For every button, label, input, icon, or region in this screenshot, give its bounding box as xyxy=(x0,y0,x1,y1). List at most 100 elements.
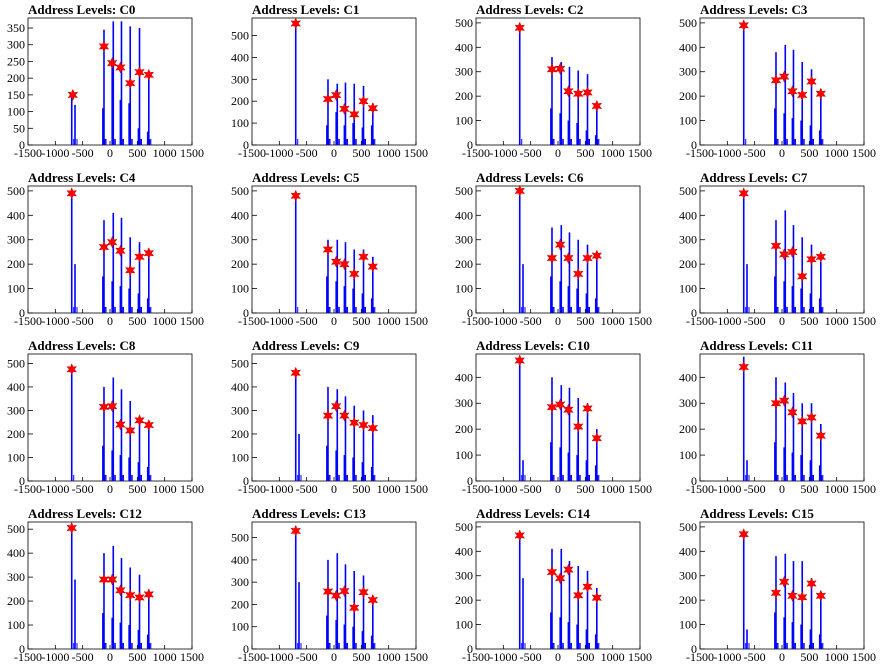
peak-marker xyxy=(778,248,790,261)
x-tick-label: -1000 xyxy=(713,650,741,664)
chart-title: Address Levels: C8 xyxy=(28,338,136,353)
y-tick-label: 250 xyxy=(7,54,25,68)
peak-marker xyxy=(134,591,145,604)
x-tick-label: 500 xyxy=(352,314,370,328)
chart-panel: Address Levels: C9 0 100 200 300 400 500 -1500-… xyxy=(224,336,448,504)
peak-marker xyxy=(348,108,360,121)
peak-marker xyxy=(563,403,574,416)
y-tick-label: 100 xyxy=(231,282,249,296)
peak-marker xyxy=(806,577,817,590)
y-tick-label: 300 xyxy=(7,38,25,52)
x-tick-label: -500 xyxy=(744,650,766,664)
peak-marker xyxy=(738,19,750,32)
plot-frame xyxy=(475,185,641,314)
chart-svg: Address Levels: C14 0 100 200 300 400 500 -1500… xyxy=(455,506,652,664)
x-tick-label: 1500 xyxy=(628,314,652,328)
peak-marker xyxy=(66,187,78,200)
x-tick-label: 1500 xyxy=(180,650,204,664)
peak-marker xyxy=(358,250,369,264)
y-tick-label: 300 xyxy=(231,575,249,589)
y-tick-label: 0 xyxy=(19,642,25,656)
peak-marker xyxy=(290,524,302,538)
peak-marker xyxy=(738,528,750,541)
x-tick-label: -1000 xyxy=(41,314,69,328)
y-tick-label: 200 xyxy=(231,257,249,271)
x-tick-label: 1000 xyxy=(825,650,849,664)
chart-panel: Address Levels: C13 0 100 200 300 400 500 -1500… xyxy=(224,504,448,672)
x-tick-label: -1500 xyxy=(686,146,714,160)
chart-svg: Address Levels: C40100200300400500-1500-… xyxy=(7,170,204,328)
x-tick-label: -1500 xyxy=(14,146,42,160)
y-tick-label: 500 xyxy=(455,520,473,534)
peak-marker xyxy=(591,591,603,604)
peak-marker xyxy=(115,418,126,431)
peak-marker xyxy=(591,99,603,113)
y-tick-label: 500 xyxy=(231,184,249,198)
peak-marker xyxy=(143,68,155,81)
y-tick-label: 0 xyxy=(691,474,697,488)
y-tick-label: 400 xyxy=(679,40,697,54)
y-tick-label: 100 xyxy=(679,448,697,462)
x-tick-label: 1500 xyxy=(852,482,876,496)
y-tick-label: 200 xyxy=(679,257,697,271)
peak-marker xyxy=(815,87,827,100)
x-tick-label: 1000 xyxy=(153,482,177,496)
x-tick-label: 1000 xyxy=(377,482,401,496)
y-tick-label: 400 xyxy=(7,546,25,560)
chart-svg: Address Levels: C12 0 100 200 300 400 500 -1500… xyxy=(7,506,204,664)
y-tick-label: 500 xyxy=(7,522,25,536)
peak-marker xyxy=(115,584,126,597)
peak-marker xyxy=(66,521,78,535)
peak-marker xyxy=(358,418,369,432)
chart-svg: Address Levels: C10100200300400500-1500-… xyxy=(231,2,428,160)
x-tick-label: -1500 xyxy=(686,650,714,664)
chart-panel: Address Levels: C12 0 100 200 300 400 500 -1500… xyxy=(0,504,224,672)
peak-marker xyxy=(134,414,145,427)
x-tick-label: 500 xyxy=(128,146,146,160)
y-tick-label: 300 xyxy=(231,233,249,247)
x-tick-label: -500 xyxy=(520,482,542,496)
y-tick-label: 500 xyxy=(679,16,697,30)
x-tick-label: 1000 xyxy=(825,482,849,496)
x-tick-label: 500 xyxy=(576,482,594,496)
plot-frame xyxy=(699,521,865,650)
peak-marker xyxy=(124,76,136,90)
y-tick-label: 350 xyxy=(7,21,25,35)
peak-marker xyxy=(124,588,136,602)
y-tick-label: 100 xyxy=(679,114,697,128)
peak-marker xyxy=(322,409,334,422)
peak-marker xyxy=(546,251,558,265)
peak-marker xyxy=(554,398,566,411)
peak-marker xyxy=(770,74,782,87)
plot-frame xyxy=(27,353,193,482)
x-tick-label: 1000 xyxy=(601,146,625,160)
peak-marker xyxy=(143,418,155,432)
peak-marker xyxy=(546,400,558,414)
y-tick-label: 100 xyxy=(7,282,25,296)
chart-svg: Address Levels: C20100200300400500-1500-… xyxy=(455,2,652,160)
y-tick-label: 100 xyxy=(455,448,473,462)
peak-marker xyxy=(770,239,782,253)
y-tick-label: 100 xyxy=(231,620,249,634)
x-tick-label: 500 xyxy=(800,482,818,496)
peak-marker xyxy=(134,65,145,79)
x-tick-label: 1500 xyxy=(852,314,876,328)
plot-frame xyxy=(699,185,865,314)
x-tick-label: 0 xyxy=(779,650,785,664)
x-tick-label: 0 xyxy=(331,482,337,496)
y-tick-label: 300 xyxy=(231,403,249,417)
plot-frame xyxy=(251,185,417,314)
x-tick-label: 0 xyxy=(331,314,337,328)
y-tick-label: 0 xyxy=(467,138,473,152)
x-tick-label: -1500 xyxy=(686,314,714,328)
peak-marker xyxy=(582,86,593,99)
x-tick-label: -1000 xyxy=(265,314,293,328)
peak-marker xyxy=(806,253,817,266)
x-tick-label: -1000 xyxy=(41,482,69,496)
y-tick-label: 300 xyxy=(679,396,697,410)
y-tick-label: 500 xyxy=(7,356,25,370)
y-tick-label: 400 xyxy=(679,370,697,384)
x-tick-label: -1500 xyxy=(462,146,490,160)
peak-marker xyxy=(330,589,342,602)
x-tick-label: 500 xyxy=(352,482,370,496)
